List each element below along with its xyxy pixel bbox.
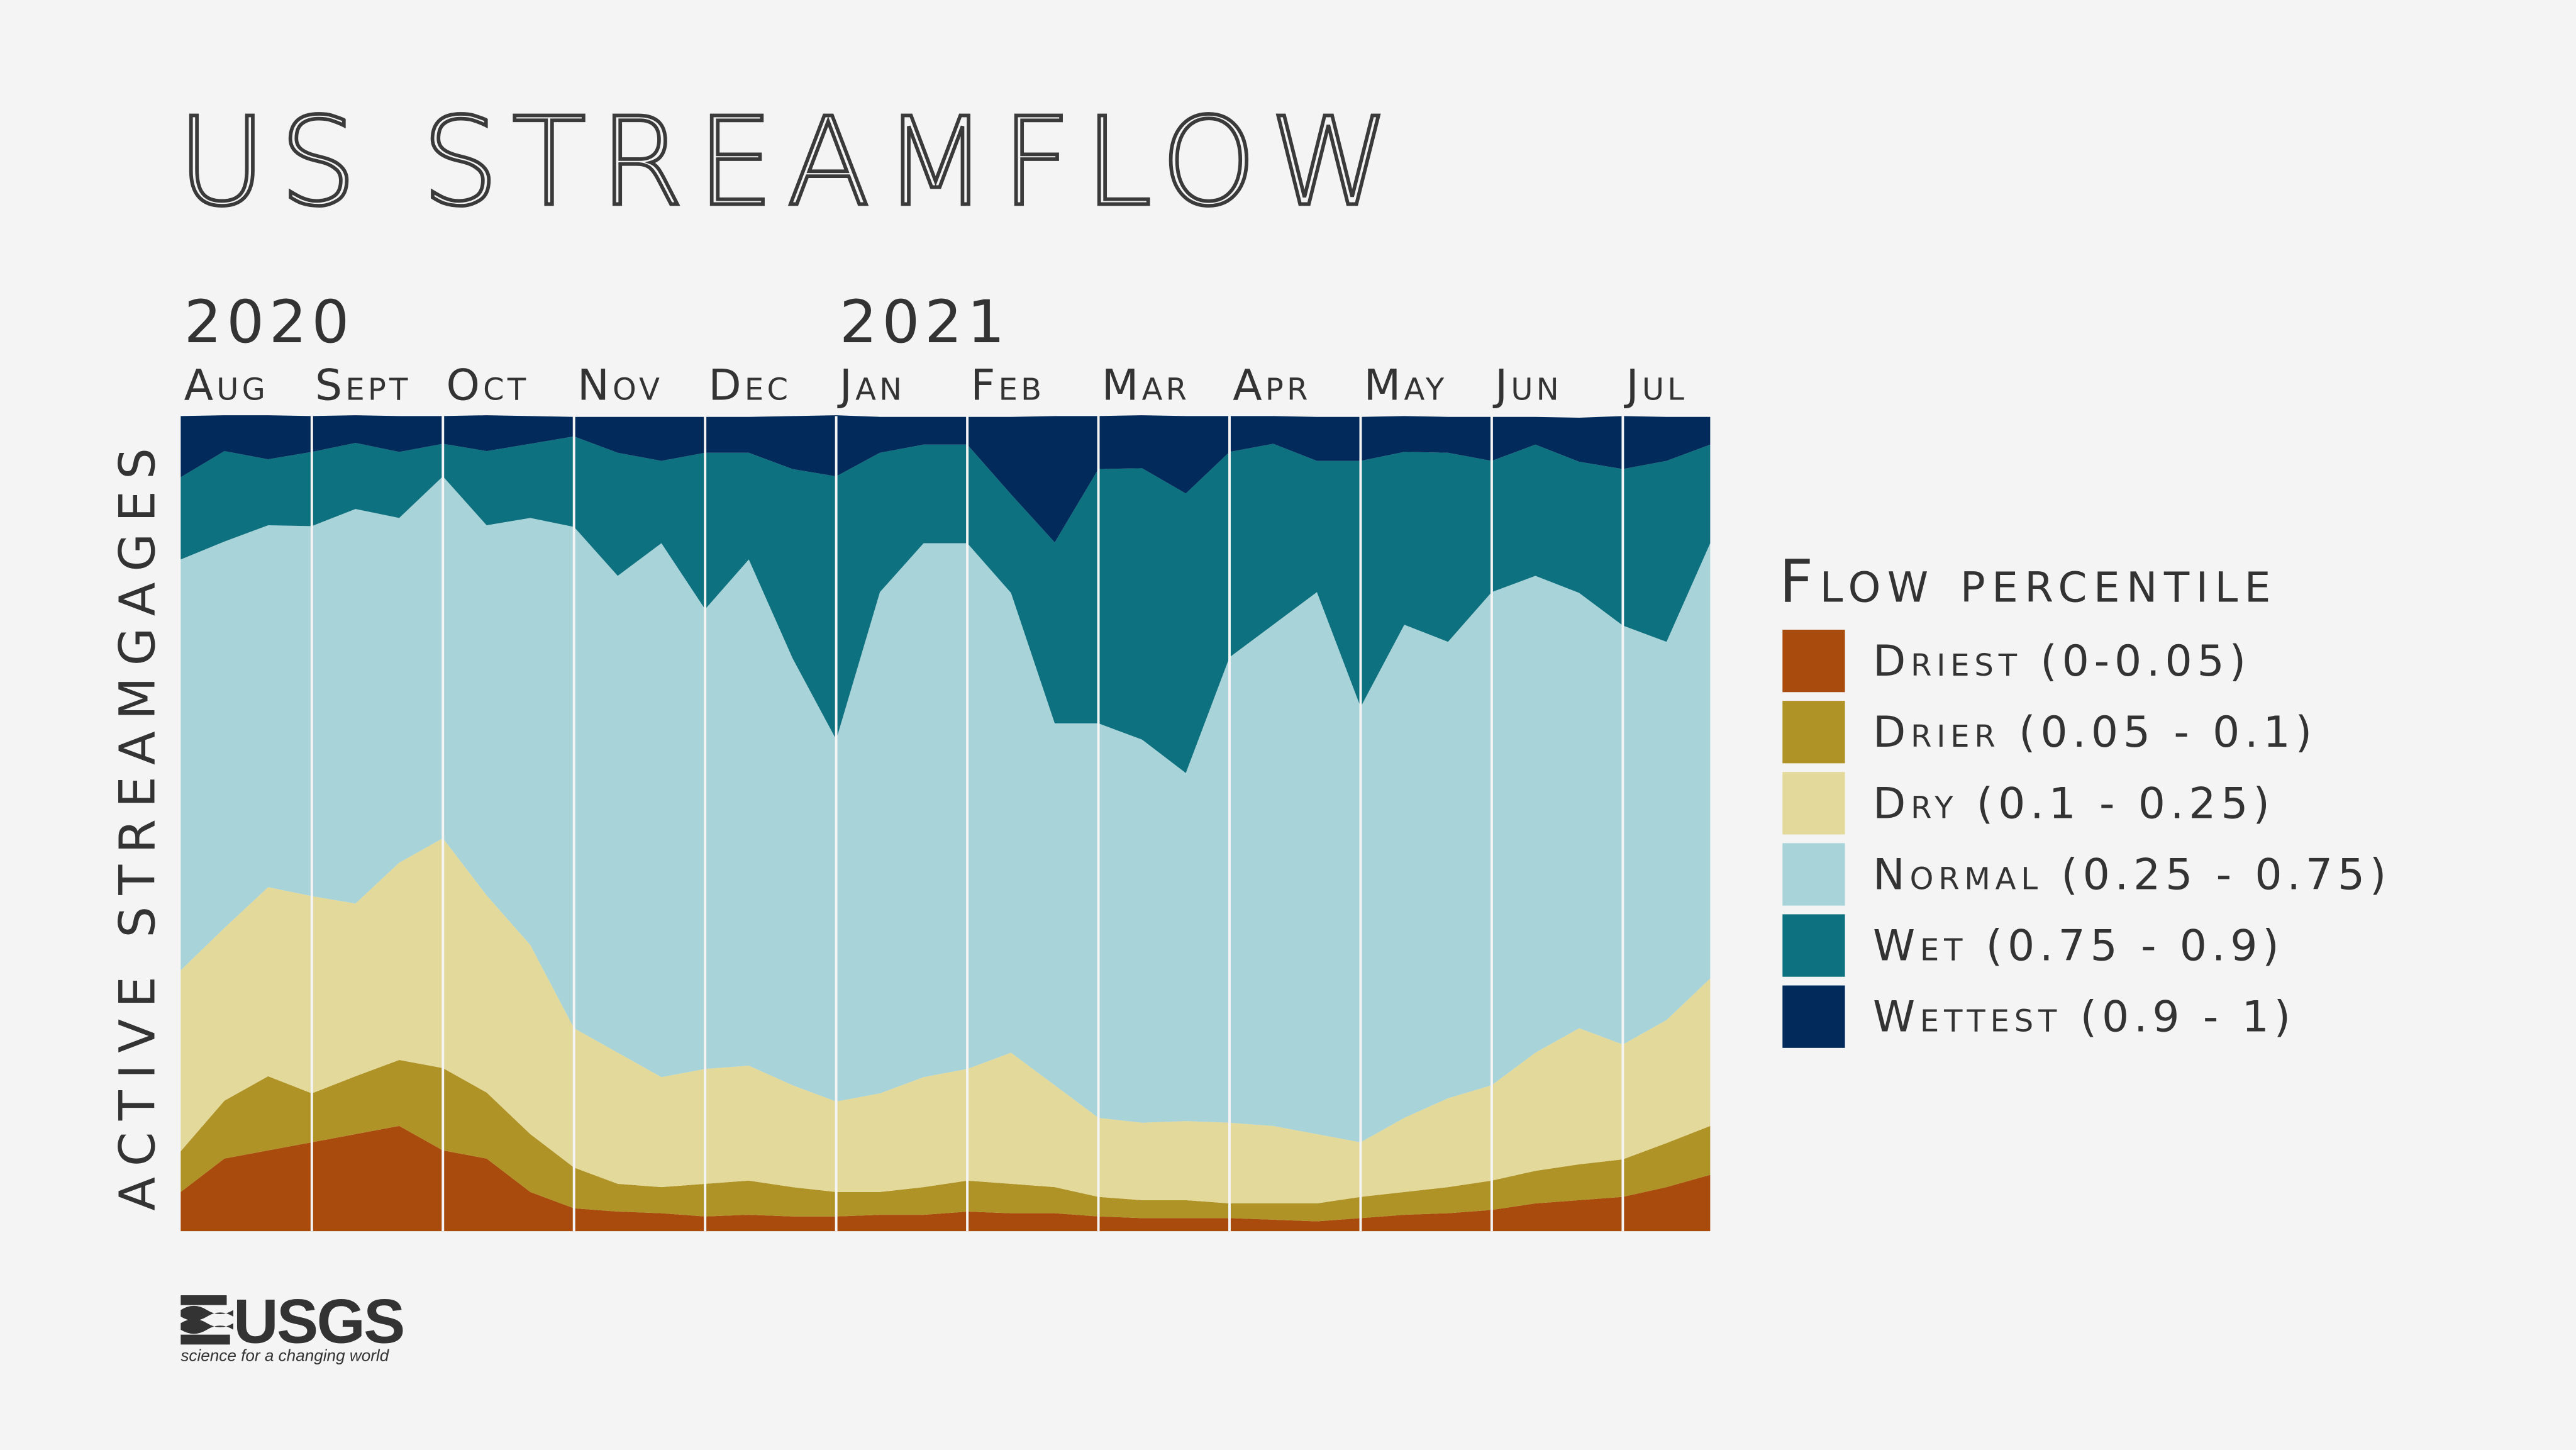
x-tick-label: Dec — [708, 360, 791, 410]
legend: Flow percentile Driest (0-0.05) Drier (0.0… — [1779, 548, 2391, 1048]
legend-label: Normal (0.25 - 0.75) — [1873, 850, 2391, 900]
x-tick-label: Jan — [837, 360, 905, 410]
x-tick-label: May — [1364, 360, 1448, 410]
x-tick-label: Sept — [315, 360, 411, 410]
logo-text: USGS — [233, 1287, 404, 1357]
logo-tagline: science for a changing world — [180, 1346, 389, 1364]
area — [180, 1125, 1711, 1232]
legend-swatch — [1782, 843, 1845, 906]
year-label: 2021 — [840, 288, 1010, 357]
logo-waves — [180, 1295, 233, 1345]
year-label: 2020 — [184, 288, 355, 357]
legend-swatch — [1782, 914, 1845, 977]
area — [180, 415, 1711, 543]
legend-label: Wet (0.75 - 0.9) — [1873, 922, 2284, 971]
legend-label: Wettest (0.9 - 1) — [1873, 993, 2296, 1042]
x-tick-label: Nov — [577, 360, 663, 410]
legend-label: Driest (0-0.05) — [1873, 637, 2251, 686]
x-tick-label: Jul — [1624, 360, 1688, 410]
chart-title: US STREAMFLOW — [177, 91, 1403, 233]
usgs-logo: USGS science for a changing world — [180, 1287, 405, 1364]
area — [180, 838, 1711, 1204]
y-axis-label: ACTIVE STREAMGAGES — [109, 437, 167, 1211]
legend-swatch — [1782, 629, 1845, 693]
legend-title: Flow percentile — [1779, 548, 2277, 616]
x-tick-label: Feb — [970, 360, 1045, 410]
legend-swatch — [1782, 985, 1845, 1048]
area — [180, 476, 1711, 1142]
x-tick-label: Mar — [1102, 360, 1190, 410]
legend-label: Dry (0.1 - 0.25) — [1873, 779, 2275, 828]
plot-area: Aug Sept Oct Nov Dec Jan Feb Mar Apr May Jun Jul 202… — [180, 288, 1711, 1232]
legend-swatch — [1782, 772, 1845, 835]
area — [180, 1059, 1711, 1222]
x-tick-label: Aug — [184, 360, 269, 410]
area — [180, 436, 1711, 773]
legend-label: Drier (0.05 - 0.1) — [1873, 708, 2317, 757]
legend-swatch — [1782, 701, 1845, 764]
x-tick-label: Jun — [1492, 360, 1562, 410]
x-tick-label: Oct — [446, 360, 529, 410]
x-tick-label: Apr — [1233, 360, 1311, 410]
